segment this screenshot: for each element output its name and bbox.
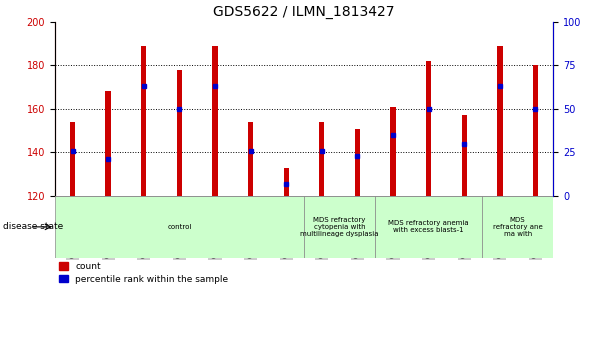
Bar <box>105 91 111 196</box>
FancyBboxPatch shape <box>304 196 375 258</box>
Text: MDS
refractory ane
ma with: MDS refractory ane ma with <box>493 217 542 237</box>
Bar <box>177 70 182 196</box>
Text: disease state: disease state <box>3 223 63 231</box>
Text: MDS refractory anemia
with excess blasts-1: MDS refractory anemia with excess blasts… <box>389 220 469 233</box>
Bar <box>212 46 218 196</box>
Bar <box>283 168 289 196</box>
Bar <box>141 46 147 196</box>
FancyBboxPatch shape <box>375 196 482 258</box>
Bar <box>248 122 254 196</box>
FancyBboxPatch shape <box>482 196 553 258</box>
Bar <box>354 129 360 196</box>
FancyBboxPatch shape <box>55 196 304 258</box>
Bar <box>533 65 538 196</box>
Bar <box>426 61 431 196</box>
Bar <box>319 122 325 196</box>
Bar <box>497 46 503 196</box>
Bar <box>461 115 467 196</box>
Text: MDS refractory
cytopenia with
multilineage dysplasia: MDS refractory cytopenia with multilinea… <box>300 217 379 237</box>
Legend: count, percentile rank within the sample: count, percentile rank within the sample <box>59 262 229 284</box>
Text: control: control <box>167 224 192 230</box>
Title: GDS5622 / ILMN_1813427: GDS5622 / ILMN_1813427 <box>213 5 395 19</box>
Bar <box>390 107 396 196</box>
Bar <box>70 122 75 196</box>
